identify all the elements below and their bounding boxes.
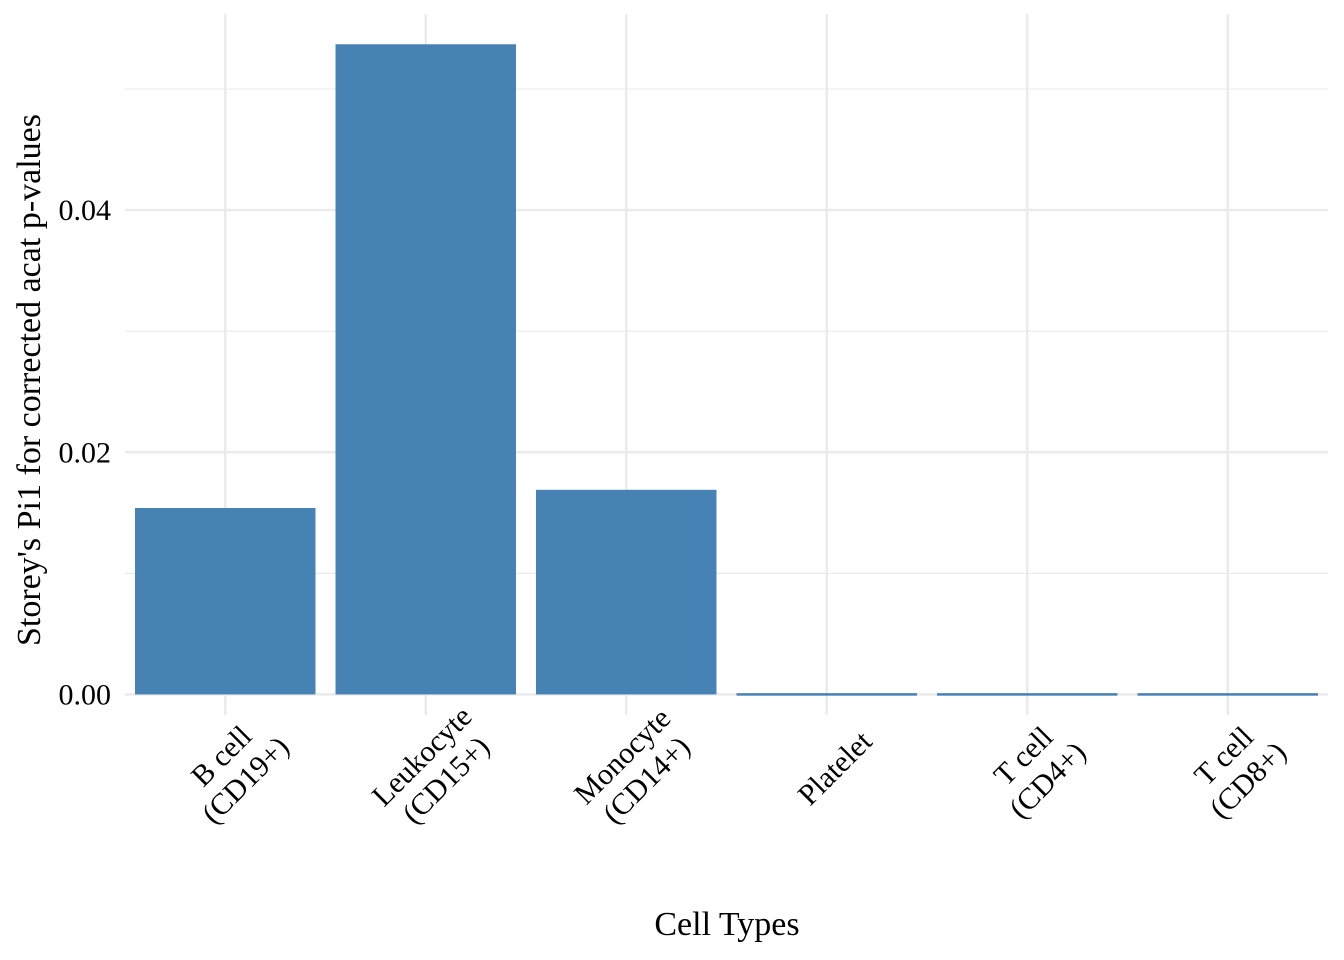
y-tick-label: 0.02: [59, 436, 112, 469]
bar: [336, 44, 516, 694]
bar: [135, 508, 315, 694]
bar: [737, 693, 917, 696]
bar: [937, 693, 1117, 696]
x-tick-label: Leukocyte(CD15+): [366, 700, 503, 837]
x-tick-label-line: Platelet: [792, 724, 879, 811]
bar: [536, 490, 716, 695]
x-tick-label: T cell(CD8+): [1179, 712, 1293, 826]
bars-layer: [135, 44, 1318, 695]
x-tick-label: T cell(CD4+): [979, 712, 1093, 826]
y-tick-label: 0.00: [59, 678, 112, 711]
x-tick-label: Platelet: [792, 724, 879, 811]
x-tick-label: B cell(CD19+): [172, 706, 296, 830]
x-tick-label: Monocyte(CD14+): [568, 702, 701, 835]
y-tick-label: 0.04: [59, 194, 112, 227]
bar: [1138, 693, 1318, 696]
y-axis-title: Storey's Pi1 for corrected acat p-values: [11, 114, 48, 646]
x-axis-title: Cell Types: [654, 906, 799, 943]
